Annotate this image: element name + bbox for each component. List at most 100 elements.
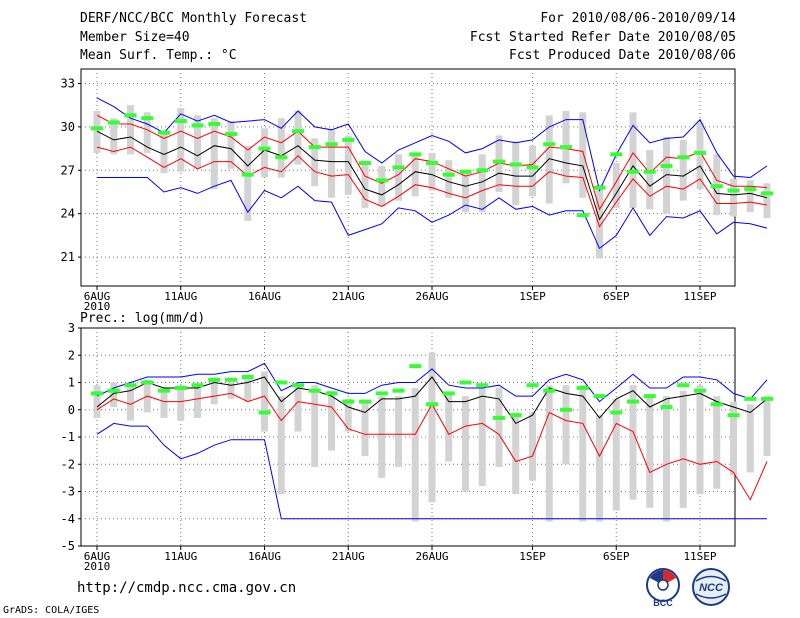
y-tick-label: 1 [68,376,75,390]
observed-marker [225,377,237,382]
plot-frame [80,327,736,547]
ensemble-box [411,152,419,197]
observed-marker [409,364,422,369]
ensemble-box [110,382,118,408]
observed-marker [593,185,606,190]
panel-title: Prec.: log(mm/d) [80,311,205,326]
observed-marker [241,172,254,177]
x-tick-label: 16AUG [248,550,281,563]
observed-marker [375,178,388,183]
ensemble-box [294,110,302,165]
y-tick-label: 27 [61,163,75,177]
observed-marker [392,165,405,170]
ensemble-box [512,412,520,495]
observed-marker [91,391,103,396]
series-min-line [97,177,768,250]
observed-marker [677,383,690,388]
observed-marker [258,146,271,151]
ensemble-box [160,132,168,174]
observed-marker [543,388,556,393]
ensemble-box [261,128,268,178]
observed-marker [124,383,137,388]
observed-marker [191,123,204,128]
ensemble-box [478,387,486,487]
ensemble-box [562,385,570,465]
observed-marker [509,413,522,418]
observed-marker [576,385,589,390]
x-tick-label: 6AUG [84,550,111,563]
observed-marker [476,168,489,173]
observed-marker [107,120,120,125]
ensemble-box [713,396,721,489]
x-tick-label: 6SEP [603,290,630,303]
observed-marker [727,188,740,193]
ensemble-box [411,387,419,522]
observed-marker [191,383,204,388]
observed-marker [442,391,455,396]
ensemble-box [696,385,704,495]
observed-marker [292,129,304,134]
ensemble-box [127,385,134,421]
observed-marker [761,396,773,401]
observed-marker [660,163,673,168]
observed-marker [225,132,237,137]
observed-marker [610,152,623,157]
source-url: http://cmdp.ncc.cma.gov.cn [77,580,297,596]
ensemble-box [177,108,185,172]
observed-marker [710,402,723,407]
ensemble-box [663,136,670,214]
x-tick-label: 21AUG [332,550,365,563]
y-tick-label: -3 [61,485,75,499]
observed-marker [292,383,304,388]
observed-marker [509,162,522,167]
ensemble-box [395,396,402,467]
observed-marker [359,161,371,166]
series-max-line [96,97,768,193]
ensemble-box [227,121,235,169]
ensemble-box [194,385,201,418]
x-tick-label: 1SEP [519,290,546,303]
observed-marker [107,388,120,393]
series-mean-line [96,376,768,425]
start-date-label: Fcst Started Refer Date 2010/08/05 [469,30,736,45]
variable-label: Mean Surf. Temp.: °C [80,48,237,63]
ensemble-box [194,115,201,169]
y-tick-label: -5 [61,539,75,553]
ensemble-box [177,385,185,421]
y-tick-label: 21 [61,250,75,264]
observed-marker [91,126,103,131]
ensemble-box [612,398,620,511]
x-tick-label: 11AUG [164,550,197,563]
observed-marker [493,415,505,420]
x-tick-label: 26AUG [415,550,448,563]
ensemble-box [730,401,737,476]
ensemble-box [277,118,285,178]
observed-marker [459,380,472,385]
ensemble-box [93,110,101,153]
ensemble-box [361,164,369,208]
x-tick-label: 2010 [84,300,111,313]
y-tick-label: 30 [61,120,75,134]
ensemble-box [160,387,168,418]
observed-marker [124,113,137,118]
y-tick-label: -2 [61,457,75,471]
observed-marker [325,391,338,396]
ensemble-box [730,178,737,217]
ensemble-box [244,374,252,402]
ensemble-box [311,138,319,187]
observed-marker [426,402,438,407]
ensemble-box [679,390,687,508]
observed-marker [526,165,539,170]
ncc-logo: NCC [692,568,730,606]
bcc-logo: BCC [646,568,680,608]
ensemble-box [428,152,436,191]
observed-marker [560,407,572,412]
series-min-line [96,422,767,520]
ensemble-box [663,396,670,522]
observed-marker [610,410,623,415]
observed-marker [576,213,589,218]
ensemble-box [529,145,536,197]
y-tick-label: -4 [61,512,75,526]
observed-marker [258,410,271,415]
ensemble-box [612,163,620,208]
